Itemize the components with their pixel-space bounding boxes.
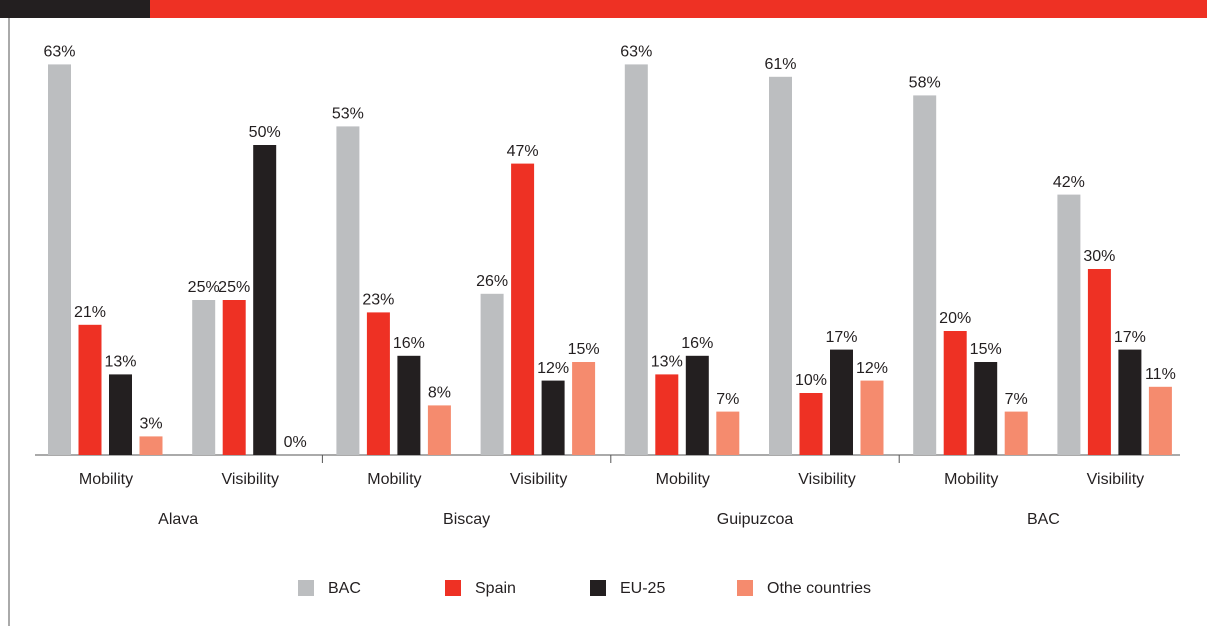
value-label: 25% xyxy=(218,279,250,296)
bar xyxy=(974,362,998,455)
legend-swatch xyxy=(737,580,753,596)
value-label: 7% xyxy=(1005,391,1028,408)
bar xyxy=(769,76,792,456)
bar xyxy=(655,374,679,455)
bar xyxy=(685,355,709,455)
value-label: 63% xyxy=(43,44,75,61)
legend-label: Spain xyxy=(475,580,516,597)
bar xyxy=(716,411,740,455)
bar xyxy=(336,126,360,456)
bar xyxy=(572,362,596,455)
legend-swatch xyxy=(298,580,314,596)
bar xyxy=(799,393,823,455)
value-label: 25% xyxy=(188,279,220,296)
value-label: 11% xyxy=(1145,366,1176,383)
value-label: 3% xyxy=(139,416,162,433)
value-label: 63% xyxy=(620,44,652,61)
x-tick-label: Visibility xyxy=(1087,471,1145,488)
bar xyxy=(913,95,937,456)
value-label: 17% xyxy=(1114,329,1146,346)
bar xyxy=(139,436,163,455)
bar xyxy=(830,349,853,455)
value-label: 20% xyxy=(939,310,971,327)
value-label: 61% xyxy=(764,56,796,73)
value-label: 53% xyxy=(332,106,364,123)
value-label: 15% xyxy=(970,341,1002,358)
value-label: 16% xyxy=(393,335,425,352)
value-label: 7% xyxy=(716,391,739,408)
x-tick-label: Mobility xyxy=(79,471,133,488)
bar xyxy=(48,64,71,456)
value-label: 8% xyxy=(428,385,451,402)
x-tick-label: Mobility xyxy=(944,471,998,488)
x-tick-label: Visibility xyxy=(510,471,568,488)
value-label: 47% xyxy=(507,143,539,160)
bar xyxy=(1148,386,1172,455)
bar xyxy=(1057,194,1081,455)
bar xyxy=(511,163,535,455)
bar xyxy=(480,293,504,455)
bar xyxy=(860,380,884,455)
legend-swatch xyxy=(590,580,606,596)
header-block xyxy=(0,0,150,18)
value-label: 42% xyxy=(1053,174,1085,191)
bar xyxy=(1118,349,1142,455)
header-band xyxy=(150,0,1207,18)
bar xyxy=(253,145,277,455)
bar xyxy=(1004,411,1028,455)
value-label: 16% xyxy=(681,335,713,352)
value-label: 0% xyxy=(284,434,307,451)
legend-label: EU-25 xyxy=(620,580,665,597)
bar xyxy=(541,380,565,455)
bar xyxy=(78,324,102,455)
x-tick-label: Visibility xyxy=(798,471,856,488)
value-label: 10% xyxy=(795,372,827,389)
bar xyxy=(192,300,216,455)
legend-label: Othe countries xyxy=(767,580,871,597)
group-label: Alava xyxy=(158,511,198,528)
bar xyxy=(1087,269,1111,455)
value-label: 30% xyxy=(1083,248,1115,265)
value-label: 50% xyxy=(249,124,281,141)
bar xyxy=(427,405,451,455)
x-tick-label: Visibility xyxy=(221,471,279,488)
legend-label: BAC xyxy=(328,580,361,597)
value-label: 12% xyxy=(537,360,569,377)
value-label: 12% xyxy=(856,360,888,377)
value-label: 13% xyxy=(651,354,683,371)
x-tick-label: Mobility xyxy=(367,471,421,488)
group-label: BAC xyxy=(1027,511,1060,528)
value-label: 26% xyxy=(476,273,508,290)
group-label: Guipuzcoa xyxy=(717,511,794,528)
value-label: 15% xyxy=(568,341,600,358)
bar xyxy=(624,64,648,456)
bar xyxy=(109,374,132,455)
value-label: 17% xyxy=(825,329,857,346)
value-label: 23% xyxy=(362,292,394,309)
value-label: 58% xyxy=(909,75,941,92)
legend-swatch xyxy=(445,580,461,596)
bar xyxy=(366,312,390,455)
group-label: Biscay xyxy=(443,511,490,528)
value-label: 21% xyxy=(74,304,106,321)
bar xyxy=(943,331,967,455)
bar xyxy=(222,300,246,455)
x-tick-label: Mobility xyxy=(656,471,710,488)
bar xyxy=(397,355,421,455)
value-label: 13% xyxy=(104,354,136,371)
